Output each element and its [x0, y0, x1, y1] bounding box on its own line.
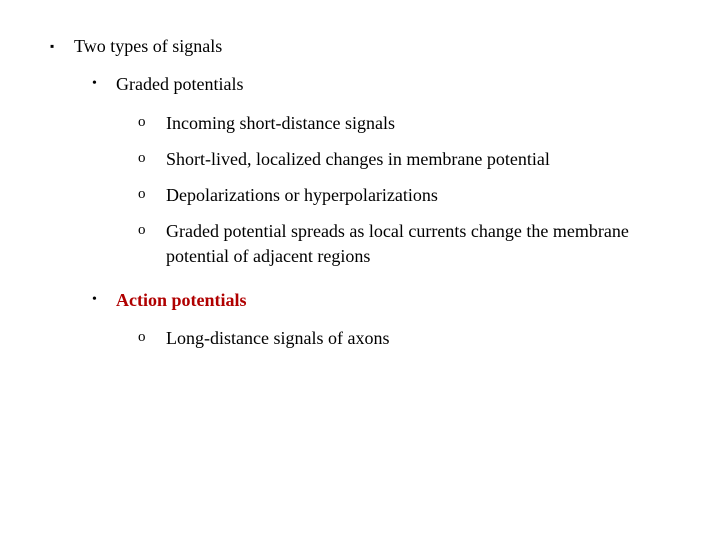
l3-text: Depolarizations or hyperpolarizations	[166, 183, 438, 207]
l3-item: o Graded potential spreads as local curr…	[138, 219, 670, 268]
l2-text-action: Action potentials	[116, 290, 247, 310]
o-bullet-icon: o	[138, 111, 166, 133]
l3-item: o Long-distance signals of axons	[138, 326, 389, 350]
dot-bullet-icon: •	[92, 288, 116, 312]
l3-item: o Short-lived, localized changes in memb…	[138, 147, 670, 171]
level1-list: ▪ Two types of signals • Graded potentia…	[50, 34, 670, 371]
l3-item: o Depolarizations or hyperpolarizations	[138, 183, 670, 207]
level2-list: • Graded potentials o Incoming short-dis…	[92, 72, 670, 362]
l1-item: ▪ Two types of signals • Graded potentia…	[50, 34, 670, 371]
l1-text: Two types of signals	[74, 36, 222, 56]
level3-list: o Incoming short-distance signals o Shor…	[138, 111, 670, 268]
o-bullet-icon: o	[138, 219, 166, 241]
level3-list: o Long-distance signals of axons	[138, 326, 389, 350]
l2-text-graded: Graded potentials	[116, 74, 243, 94]
dot-bullet-icon: •	[92, 72, 116, 96]
o-bullet-icon: o	[138, 183, 166, 205]
l2-item: • Action potentials o Long-distance sign…	[92, 288, 670, 363]
l2-content: Graded potentials o Incoming short-dista…	[116, 72, 670, 280]
l3-text: Long-distance signals of axons	[166, 326, 389, 350]
l3-text: Incoming short-distance signals	[166, 111, 395, 135]
l3-item: o Incoming short-distance signals	[138, 111, 670, 135]
l2-content: Action potentials o Long-distance signal…	[116, 288, 389, 363]
o-bullet-icon: o	[138, 147, 166, 169]
square-bullet-icon: ▪	[50, 34, 74, 58]
o-bullet-icon: o	[138, 326, 166, 348]
l1-content: Two types of signals • Graded potentials…	[74, 34, 670, 371]
slide: ▪ Two types of signals • Graded potentia…	[0, 0, 720, 371]
l2-item: • Graded potentials o Incoming short-dis…	[92, 72, 670, 280]
l3-text: Graded potential spreads as local curren…	[166, 219, 670, 268]
l3-text: Short-lived, localized changes in membra…	[166, 147, 550, 171]
